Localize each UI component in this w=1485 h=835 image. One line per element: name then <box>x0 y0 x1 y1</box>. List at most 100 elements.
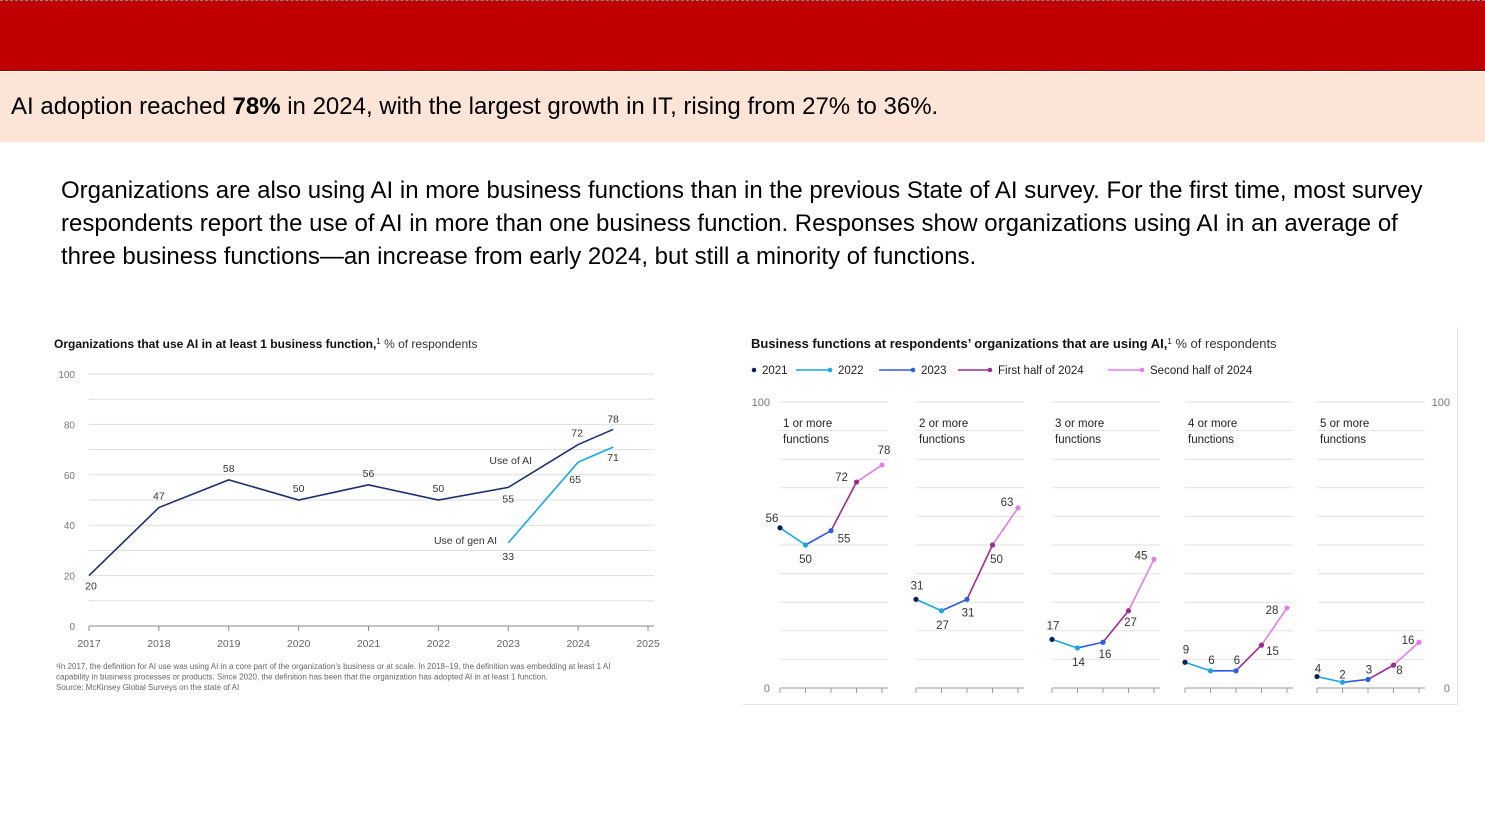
chart2-legend-marker-dot <box>1139 367 1145 373</box>
chart2-legend-marker-dot <box>987 367 993 373</box>
chart2-ytick-left-bottom: 0 <box>764 683 770 695</box>
chart2-panel: 4 or more functions 9 6 6 15 28 <box>1182 401 1293 693</box>
chart2-panel-label: functions <box>1055 434 1101 446</box>
chart1-line-use-of-gen-ai <box>507 446 614 544</box>
chart1-data-label: 47 <box>153 491 165 503</box>
chart1-line-use-of-ai <box>88 428 614 577</box>
chart2-panel-label: functions <box>783 434 829 446</box>
chart1-data-label: 72 <box>571 428 583 440</box>
chart-business-functions-svg: Business functions at respondents’ organ… <box>751 336 1450 695</box>
chart2-data-label: 27 <box>1124 617 1137 629</box>
chart2-data-point <box>1207 668 1214 674</box>
chart2-data-point <box>1074 645 1081 651</box>
chart2-panel-label: 1 or more <box>783 418 832 430</box>
chart2-data-label: 72 <box>835 472 848 484</box>
chart1-title-sup: 1 <box>376 337 381 346</box>
chart2-data-label: 15 <box>1266 646 1279 658</box>
chart1-data-label: 50 <box>433 483 445 495</box>
chart2-legend-item: First half of 2024 <box>958 365 1084 377</box>
chart1-title-rest: % of respondents <box>381 337 478 351</box>
chart1-data-label: 33 <box>502 551 514 563</box>
chart-ai-adoption-svg: Organizations that use AI in at least 1 … <box>54 337 660 692</box>
chart2-legend-label: First half of 2024 <box>998 365 1084 377</box>
chart2-data-label: 56 <box>766 513 779 525</box>
chart2-data-point <box>1125 608 1132 614</box>
chart2-data-point <box>1314 673 1320 680</box>
chart2-line-segment <box>1102 610 1130 643</box>
chart2-line-segment <box>856 464 883 483</box>
chart2-line-segment <box>830 481 858 532</box>
chart2-panel-label: 5 or more <box>1320 418 1369 430</box>
chart2-line-segment <box>1316 675 1343 684</box>
chart2-title-bold: Business functions at respondents’ organ… <box>751 336 1167 351</box>
chart2-data-point <box>964 596 970 602</box>
chart2-legend-item: Second half of 2024 <box>1108 365 1253 377</box>
chart1-ytick-label: 80 <box>64 420 76 431</box>
chart2-panel-label: 3 or more <box>1055 418 1104 430</box>
chart2-data-label: 45 <box>1135 550 1148 562</box>
chart2-line-segment <box>1077 641 1104 649</box>
chart1-data-label: 65 <box>569 474 581 486</box>
chart2-data-point <box>777 525 783 531</box>
chart1-footnote-line: Source: McKinsey Global Surveys on the s… <box>56 683 239 692</box>
chart2-data-label: 50 <box>990 554 1003 566</box>
chart2-legend-marker <box>751 367 757 373</box>
chart2-line-segment <box>1184 661 1211 672</box>
chart2-data-label: 3 <box>1366 664 1372 676</box>
chart2-data-label: 31 <box>911 580 924 592</box>
chart2-data-point <box>989 542 996 548</box>
chart2-ytick-right-top: 100 <box>1432 397 1450 409</box>
chart2-data-point <box>1284 605 1290 611</box>
chart2-data-point <box>1365 676 1371 683</box>
chart2-line-segment <box>1367 664 1394 681</box>
chart2-data-label: 55 <box>838 534 851 546</box>
chart2-line-segment <box>915 598 942 612</box>
chart1-title-bold: Organizations that use AI in at least 1 … <box>54 337 376 351</box>
headline-suffix: in 2024, with the largest growth in IT, … <box>280 93 939 120</box>
chart2-line-segment <box>1051 638 1078 649</box>
chart2-line-segment <box>991 507 1019 546</box>
chart2-data-label: 63 <box>1001 497 1014 509</box>
chart2-data-label: 8 <box>1396 665 1402 677</box>
chart2-title-sup: 1 <box>1167 337 1172 346</box>
chart2-data-point <box>1339 679 1346 685</box>
chart1-xtick-label: 2017 <box>77 638 101 650</box>
chart2-line-segment <box>805 530 832 546</box>
headline-text: AI adoption reached 78% in 2024, with th… <box>11 92 938 122</box>
chart2-panel-label: functions <box>919 434 965 446</box>
chart2-data-label: 9 <box>1183 644 1189 656</box>
chart2-data-point <box>913 596 919 602</box>
chart1-data-label: 50 <box>293 483 305 495</box>
chart2-panel-label: functions <box>1188 434 1234 446</box>
chart2-title: Business functions at respondents’ organ… <box>751 336 1277 351</box>
chart2-data-point <box>1258 642 1265 648</box>
chart2-data-label: 6 <box>1234 655 1240 667</box>
headline-banner: AI adoption reached 78% in 2024, with th… <box>0 72 1485 142</box>
chart2-ytick-right-bottom: 0 <box>1444 683 1450 695</box>
chart2-line-segment <box>1392 641 1420 666</box>
chart2-panel: 2 or more functions 31 27 31 50 63 <box>911 401 1024 693</box>
chart1-ytick-label: 0 <box>69 622 75 633</box>
chart2-panel: 5 or more functions 4 2 3 8 16 <box>1314 401 1425 693</box>
chart2-data-point <box>853 479 860 485</box>
chart1-xtick-label: 2022 <box>427 638 451 650</box>
chart2-panel-label: functions <box>1320 434 1366 446</box>
chart2-data-label: 14 <box>1072 657 1085 669</box>
chart2-title-rest: % of respondents <box>1172 336 1277 351</box>
chart1-xtick-label: 2018 <box>147 638 171 650</box>
chart1-footnote-line: ¹In 2017, the definition for AI use was … <box>56 662 610 671</box>
chart2-data-label: 27 <box>936 620 949 632</box>
chart1-xtick-label: 2021 <box>357 638 381 650</box>
chart1-title: Organizations that use AI in at least 1 … <box>54 337 477 351</box>
chart2-panel-label: 4 or more <box>1188 418 1237 430</box>
chart2-legend-item: 2021 <box>751 365 788 377</box>
chart2-legend-item: 2023 <box>879 365 947 377</box>
chart2-ytick-left-top: 100 <box>752 397 770 409</box>
chart2-panel: 1 or more functions 56 50 55 72 78 <box>766 401 890 693</box>
chart-ai-adoption: Organizations that use AI in at least 1 … <box>48 327 673 705</box>
chart1-data-label: 58 <box>223 463 235 475</box>
chart1-ytick-label: 100 <box>58 370 75 381</box>
chart2-data-point <box>802 542 809 548</box>
chart1-xtick-label: 2023 <box>497 638 521 650</box>
chart2-line-segment <box>779 527 806 546</box>
